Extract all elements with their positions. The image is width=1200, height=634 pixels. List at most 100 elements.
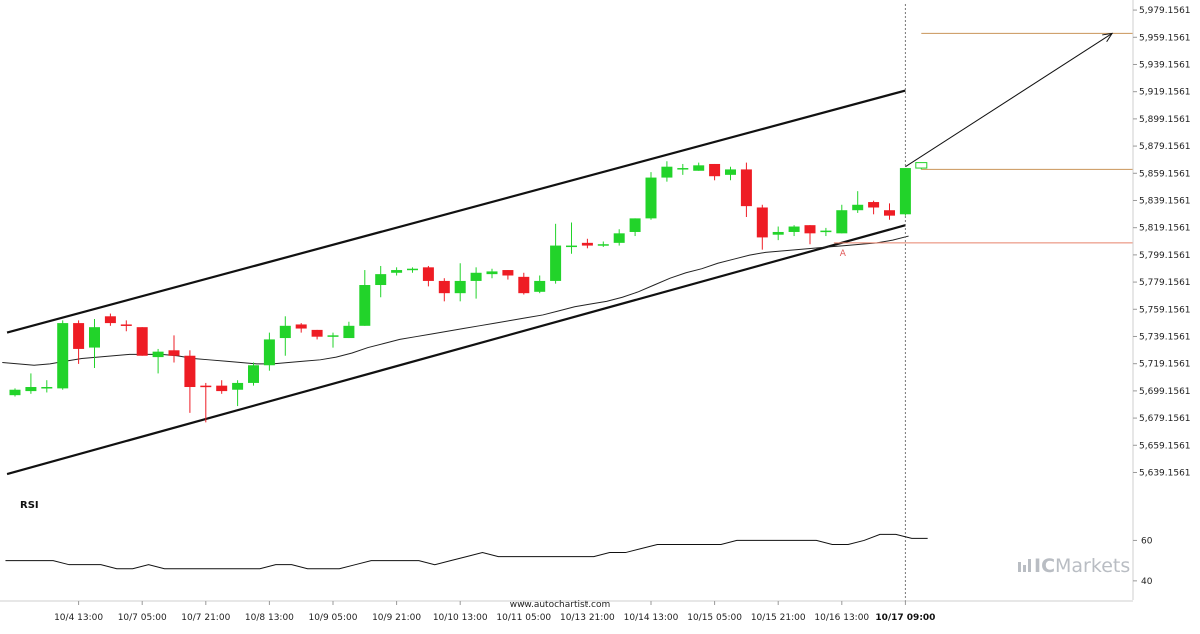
candle-body (534, 280, 546, 292)
price-axis: 5,979.1561 5,959.1561 5,939.1561 5,919.1561… (1132, 0, 1191, 600)
time-tick-label: 10/16 13:00 (814, 613, 869, 623)
price-tick-label: 5,779.1561 (1139, 278, 1191, 288)
time-tick-label: 10/7 05:00 (118, 613, 167, 623)
candle-body (550, 245, 562, 281)
time-tick-label: 10/9 05:00 (308, 613, 357, 623)
candle-body (168, 350, 180, 356)
rsi-panel: RSI 60 40 (5, 500, 1153, 587)
price-tick-label: 5,919.1561 (1139, 88, 1191, 98)
price-tick-label: 5,759.1561 (1139, 305, 1191, 315)
candle-body (470, 272, 482, 281)
candle-body (407, 268, 418, 271)
candle-body (375, 274, 387, 286)
projection-arrowhead (1102, 32, 1114, 43)
candle-body (693, 165, 705, 171)
candle-body (57, 323, 69, 389)
brand-bar-icon (1018, 562, 1021, 572)
candle-body (629, 218, 641, 232)
candle-body (359, 285, 371, 326)
time-tick-label: 10/9 21:00 (372, 613, 421, 623)
price-tick-label: 5,859.1561 (1139, 169, 1191, 179)
time-tick-label: 10/15 21:00 (751, 613, 806, 623)
levels-layer: A (833, 4, 1133, 602)
candle-body (740, 169, 752, 207)
candle-body (89, 327, 100, 348)
price-tick-label: 5,959.1561 (1139, 33, 1191, 43)
brand-bar-icon (1023, 565, 1026, 572)
candle-body (263, 339, 275, 366)
candle-body (852, 204, 864, 211)
projection-arrow-line (905, 32, 1113, 168)
candle-body (343, 325, 355, 339)
candle-body (248, 365, 259, 383)
candle-body (295, 324, 307, 329)
candle-body (391, 270, 403, 273)
price-tick-label: 5,879.1561 (1139, 142, 1191, 152)
candle-body (788, 226, 800, 232)
price-tick-label: 5,679.1561 (1139, 414, 1191, 424)
time-tick-label: 10/14 13:00 (624, 613, 679, 623)
candle-body (327, 335, 339, 337)
time-tick-label: 10/7 21:00 (181, 613, 230, 623)
time-tick-label: 10/13 21:00 (560, 613, 615, 623)
rsi-line (5, 533, 928, 570)
candle-body (136, 327, 148, 356)
candle-body (772, 231, 784, 235)
price-tick-label: 5,799.1561 (1139, 251, 1191, 261)
candle-body (566, 245, 577, 248)
candle-body (756, 207, 768, 238)
candle-body (25, 387, 37, 392)
candles-layer (9, 161, 928, 423)
candle-body (804, 225, 816, 234)
time-tick-label: 10/10 13:00 (433, 613, 488, 623)
price-tick-label: 5,979.1561 (1139, 6, 1191, 16)
candle-body (486, 271, 498, 275)
brand-bar-icon (1028, 559, 1031, 572)
candle-body (518, 276, 530, 294)
candle-body (200, 385, 212, 388)
candle-body (311, 329, 323, 337)
time-tick-label: 10/11 05:00 (496, 613, 551, 623)
candle-body (820, 230, 832, 233)
candle-body (645, 177, 657, 219)
time-tick-label: 10/8 13:00 (245, 613, 294, 623)
candle-body (216, 385, 228, 392)
rsi-label: RSI (20, 500, 39, 511)
candle-body (152, 351, 164, 358)
price-tick-label: 5,819.1561 (1139, 224, 1191, 234)
candle-body (454, 280, 466, 294)
time-tick-label: 10/4 13:00 (54, 613, 103, 623)
candle-body (9, 389, 21, 396)
candle-body (41, 387, 53, 389)
candle-body (279, 325, 291, 339)
price-tick-label: 5,839.1561 (1139, 196, 1191, 206)
candle-body (597, 244, 609, 246)
channel-upper-line (6, 89, 906, 334)
candle-body (438, 280, 450, 294)
rsi-tick-label: 40 (1141, 577, 1153, 587)
price-tick-label: 5,739.1561 (1139, 332, 1191, 342)
candle-body (422, 267, 434, 281)
channel-lower-line (6, 224, 906, 476)
candle-body (915, 162, 928, 169)
candle-body (709, 163, 721, 177)
time-tick-label: 10/15 05:00 (687, 613, 742, 623)
candle-body (120, 324, 132, 326)
rsi-tick-label: 60 (1141, 536, 1153, 546)
price-tick-label: 5,939.1561 (1139, 60, 1191, 70)
watermark: www.autochartist.com (510, 600, 611, 610)
pattern-point-label: A (840, 249, 847, 259)
price-tick-label: 5,719.1561 (1139, 360, 1191, 370)
candle-body (581, 242, 593, 246)
candle-body (104, 316, 116, 324)
candle-body (184, 355, 196, 388)
candle-body (899, 168, 911, 215)
candle-body (868, 202, 880, 208)
candle-body (613, 233, 625, 243)
brand-logo: ICMarkets (1018, 555, 1130, 577)
time-tick-label: 10/17 09:00 (875, 613, 935, 623)
candle-body (677, 168, 689, 170)
candle-body (836, 210, 848, 234)
